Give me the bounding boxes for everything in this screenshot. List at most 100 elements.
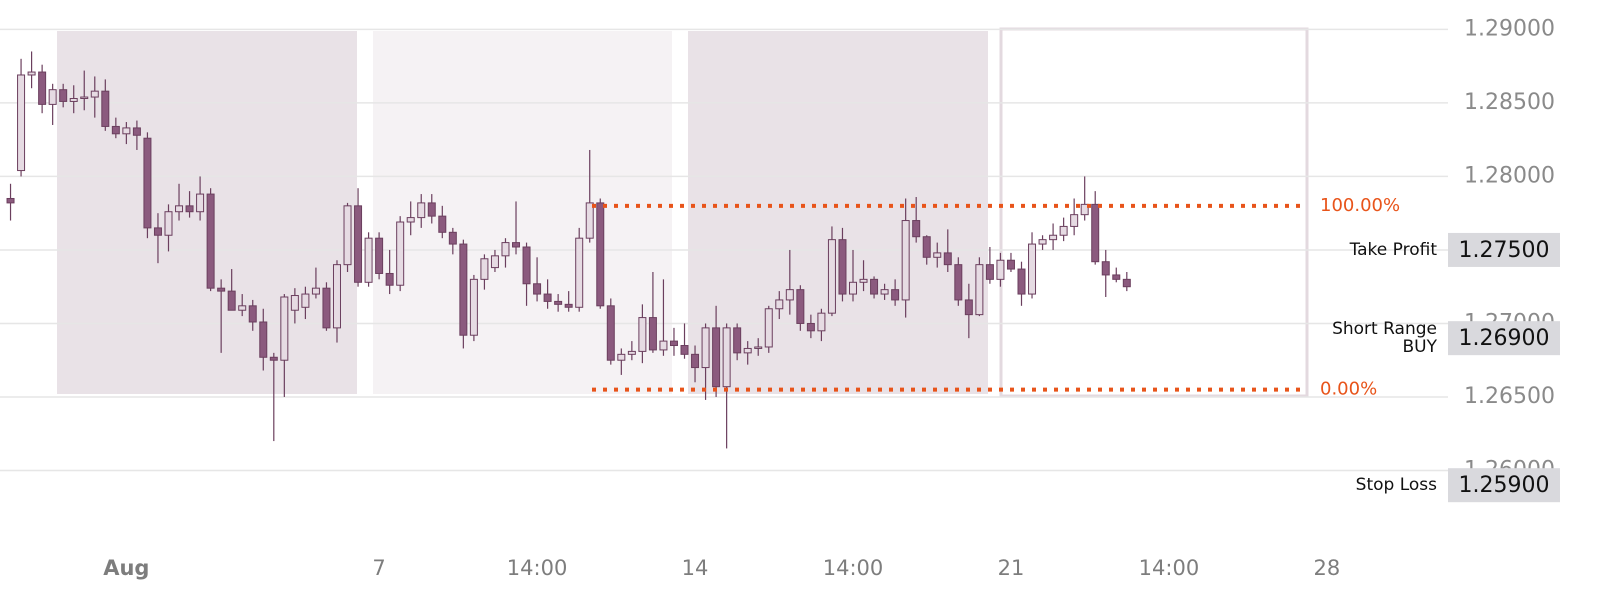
candle-body	[880, 289, 889, 295]
candle-body	[817, 312, 826, 332]
candle	[185, 191, 194, 218]
candle	[975, 257, 984, 317]
candle	[1006, 252, 1015, 272]
candle-body	[764, 308, 773, 348]
candle-body	[775, 299, 784, 310]
candle	[638, 304, 647, 364]
x-tick-label: 14:00	[823, 556, 884, 580]
candle	[606, 298, 615, 365]
price-box	[1448, 321, 1560, 356]
candle-body	[659, 340, 668, 351]
candle	[954, 257, 963, 306]
candle-body	[933, 252, 942, 258]
candle	[701, 323, 710, 400]
session-zone	[688, 31, 988, 394]
x-tick-label: Aug	[103, 556, 149, 580]
candle-body	[627, 350, 636, 355]
candle-body	[522, 246, 531, 285]
y-tick-label: 1.28000	[1464, 163, 1555, 188]
candle	[280, 294, 289, 397]
candle	[912, 197, 921, 243]
candle-body	[269, 356, 278, 361]
candle-body	[143, 137, 152, 229]
candle	[17, 58, 26, 177]
candle	[38, 64, 47, 114]
candle-body	[827, 239, 836, 314]
candle	[259, 308, 268, 371]
candle	[132, 120, 141, 150]
candle	[543, 279, 552, 309]
candle	[469, 274, 478, 342]
candle-body	[364, 237, 373, 283]
x-tick-label: 21	[998, 556, 1025, 580]
candle	[943, 229, 952, 272]
candle-body	[606, 305, 615, 361]
candle-body	[501, 242, 510, 257]
candle	[827, 226, 836, 317]
candle-body	[375, 237, 384, 274]
candle-body	[427, 202, 436, 217]
candle-body	[554, 300, 563, 305]
price-box	[1448, 468, 1560, 503]
candle-body	[153, 227, 162, 236]
candle-body	[259, 321, 268, 358]
candle-body	[743, 347, 752, 354]
candle	[290, 288, 299, 324]
candle-body	[575, 237, 584, 308]
candle-body	[448, 231, 457, 245]
candle-body	[943, 252, 952, 266]
candle-body	[638, 317, 647, 352]
candle-body	[533, 283, 542, 295]
candle-body	[132, 127, 141, 136]
candle	[6, 183, 15, 221]
candle	[59, 83, 68, 108]
candle-body	[27, 71, 36, 76]
candle-body	[1028, 243, 1037, 295]
candle	[101, 79, 110, 131]
candle	[870, 276, 879, 299]
candle	[996, 252, 1005, 287]
candle	[1101, 249, 1110, 297]
candle-body	[101, 90, 110, 127]
candle	[322, 282, 331, 331]
candle	[217, 279, 226, 353]
candle	[575, 227, 584, 312]
candle	[691, 345, 700, 383]
candle-body	[80, 96, 89, 100]
candle	[238, 294, 247, 317]
candle	[301, 286, 310, 320]
candle	[459, 239, 468, 349]
candle-body	[227, 290, 236, 311]
candle	[69, 85, 78, 114]
candle	[806, 314, 815, 339]
candle	[1017, 261, 1026, 306]
candle-body	[901, 220, 910, 301]
candle	[27, 51, 36, 89]
candle-body	[996, 259, 1005, 280]
candle	[396, 216, 405, 292]
candle-body	[206, 193, 215, 289]
candle-body	[301, 293, 310, 308]
candle-body	[722, 327, 731, 388]
candle	[764, 305, 773, 353]
candle	[901, 198, 910, 318]
candle	[669, 327, 678, 356]
x-tick-label: 14:00	[1139, 556, 1200, 580]
candle-body	[648, 317, 657, 351]
x-tick-label: 7	[372, 556, 385, 580]
candle-body	[185, 205, 194, 213]
candle-body	[922, 236, 931, 258]
candle-body	[164, 211, 173, 236]
candle-body	[1080, 203, 1089, 216]
session-zones	[57, 27, 1309, 398]
candle	[1049, 223, 1058, 250]
y-tick-label: 1.26500	[1464, 384, 1555, 409]
candle-body	[238, 305, 247, 311]
candle	[406, 201, 415, 236]
candle-body	[596, 202, 605, 307]
candle	[1080, 176, 1089, 221]
candle-body	[1091, 203, 1100, 263]
candle-body	[543, 293, 552, 302]
